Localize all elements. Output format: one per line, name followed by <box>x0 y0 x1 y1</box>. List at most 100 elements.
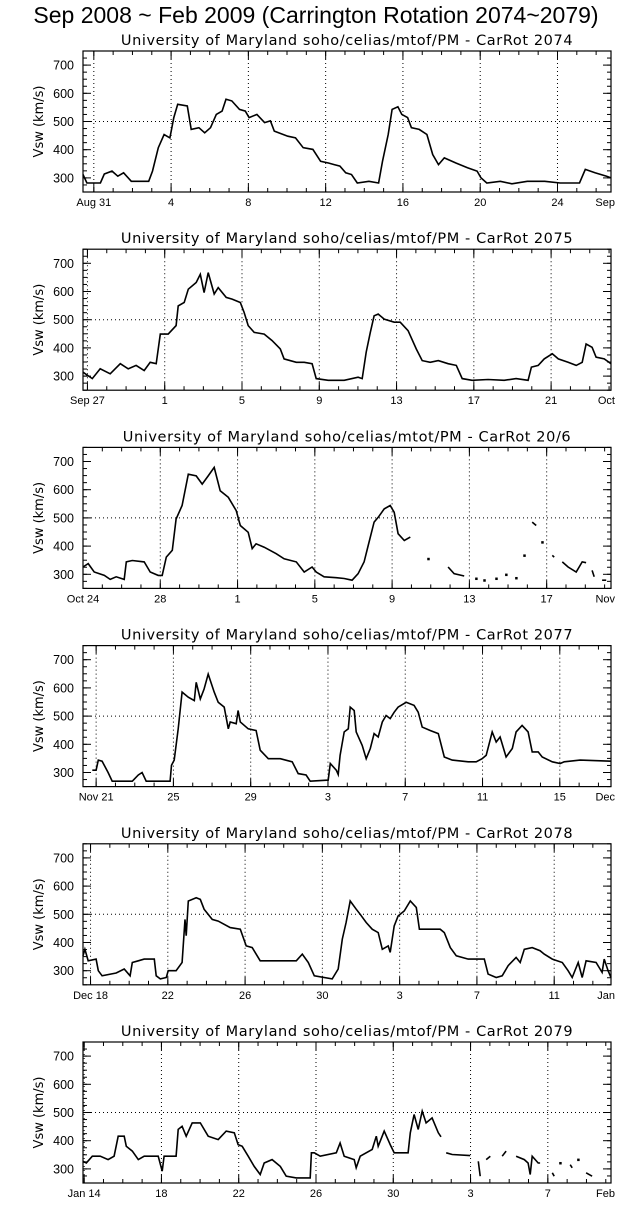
x-tick-label: 11 <box>477 792 488 804</box>
speed-series-line <box>92 671 612 783</box>
data-point <box>495 577 498 581</box>
x-tick-label: 1 <box>234 593 240 605</box>
speed-series-line <box>585 1172 593 1177</box>
figure-title: Sep 2008 ~ Feb 2009 (Carrington Rotation… <box>33 2 598 28</box>
y-tick-label: 600 <box>53 483 74 497</box>
y-tick-label: 500 <box>53 115 74 129</box>
x-tick-label: 3 <box>397 990 403 1002</box>
speed-series-line <box>515 1154 541 1175</box>
speed-series-line <box>82 98 612 185</box>
plot-frame <box>82 1041 612 1184</box>
y-tick-label: 400 <box>53 738 74 752</box>
panels: University of Maryland soho/celias/mtof/… <box>32 33 615 1200</box>
x-tick-label: Aug 31 <box>76 197 111 209</box>
speed-series-line <box>477 1161 481 1177</box>
plot-frame <box>82 644 612 788</box>
panel-0: University of Maryland soho/celias/mtof/… <box>32 33 615 209</box>
x-tick-label: 21 <box>545 395 557 407</box>
y-tick-label: 600 <box>53 87 74 101</box>
data-point <box>483 579 486 582</box>
x-tick-label: 22 <box>233 1188 245 1200</box>
x-tick-label: Dec 18 <box>73 990 108 1002</box>
x-tick-label: 9 <box>389 593 395 605</box>
x-tick-label: 26 <box>239 990 251 1002</box>
panel-title: University of Maryland soho/celias/mtot/… <box>123 429 572 445</box>
panel-2: University of Maryland soho/celias/mtot/… <box>32 429 615 605</box>
data-point <box>505 573 508 577</box>
data-point <box>541 541 544 544</box>
x-tick-label: 5 <box>312 593 318 605</box>
y-tick-label: 500 <box>53 313 74 327</box>
x-tick-label: 18 <box>155 1188 167 1200</box>
speed-series-line <box>561 561 587 574</box>
panel-1: University of Maryland soho/celias/mtof/… <box>32 231 615 407</box>
panel-3: University of Maryland soho/celias/mtof/… <box>32 628 615 804</box>
x-tick-label: Sep <box>595 197 615 209</box>
y-tick-label: 500 <box>53 908 74 922</box>
x-tick-label: Nov <box>595 593 615 605</box>
y-axis-label: Vsw (km/s) <box>32 1077 47 1149</box>
y-tick-label: 500 <box>53 710 74 724</box>
speed-series-line <box>445 1152 471 1157</box>
panel-title: University of Maryland soho/celias/mtof/… <box>121 628 573 644</box>
speed-series-line <box>82 271 612 382</box>
data-point <box>523 554 526 557</box>
y-tick-label: 700 <box>53 851 74 865</box>
x-tick-label: Oct 24 <box>67 593 99 605</box>
x-tick-label: 16 <box>397 197 409 209</box>
panel-title: University of Maryland soho/celias/mtof/… <box>121 1024 573 1040</box>
y-tick-label: 300 <box>53 568 74 582</box>
plot-frame <box>82 50 612 193</box>
plot-frame <box>82 446 612 589</box>
y-tick-label: 700 <box>53 653 74 667</box>
x-tick-label: 28 <box>154 593 166 605</box>
panel-5: University of Maryland soho/celias/mtof/… <box>32 1024 615 1200</box>
x-tick-label: 15 <box>554 792 566 804</box>
x-tick-label: 3 <box>467 1188 473 1200</box>
x-tick-label: 25 <box>167 792 179 804</box>
speed-series-line <box>447 566 465 577</box>
x-tick-label: 4 <box>168 197 174 209</box>
y-tick-label: 300 <box>53 964 74 978</box>
x-tick-label: Jan <box>597 990 615 1002</box>
x-tick-label: 13 <box>463 593 475 605</box>
y-tick-label: 700 <box>53 257 74 271</box>
x-tick-label: 8 <box>245 197 251 209</box>
x-tick-label: 1 <box>162 395 168 407</box>
x-tick-label: Feb <box>596 1188 615 1200</box>
speed-series-line <box>82 896 612 980</box>
x-tick-label: 3 <box>325 792 331 804</box>
y-tick-label: 400 <box>53 540 74 554</box>
x-tick-label: 11 <box>548 990 559 1002</box>
data-point <box>515 576 518 580</box>
x-tick-label: 22 <box>162 990 174 1002</box>
x-tick-label: 7 <box>402 792 408 804</box>
x-tick-label: 29 <box>245 792 257 804</box>
speed-series-line <box>82 465 411 582</box>
data-point <box>427 557 430 561</box>
y-tick-label: 400 <box>53 936 74 950</box>
speed-series-line <box>551 1172 555 1177</box>
y-axis-label: Vsw (km/s) <box>32 878 47 950</box>
x-tick-label: 30 <box>316 990 328 1002</box>
panel-title: University of Maryland soho/celias/mtof/… <box>121 826 573 842</box>
x-tick-label: 20 <box>474 197 486 209</box>
y-tick-label: 600 <box>53 681 74 695</box>
x-tick-label: 17 <box>468 395 480 407</box>
panel-4: University of Maryland soho/celias/mtof/… <box>32 826 615 1002</box>
x-tick-label: 17 <box>541 593 553 605</box>
speed-series-line <box>485 1155 491 1161</box>
y-tick-label: 400 <box>53 341 74 355</box>
data-point <box>559 1161 562 1165</box>
x-tick-label: 24 <box>551 197 563 209</box>
x-tick-label: 9 <box>316 395 322 407</box>
panel-title: University of Maryland soho/celias/mtof/… <box>121 231 573 247</box>
x-tick-label: Nov 21 <box>79 792 114 804</box>
plot-frame <box>82 248 612 391</box>
y-tick-label: 300 <box>53 1162 74 1176</box>
x-tick-label: 5 <box>239 395 245 407</box>
speed-series-line <box>501 1150 507 1157</box>
x-tick-label: 12 <box>320 197 332 209</box>
